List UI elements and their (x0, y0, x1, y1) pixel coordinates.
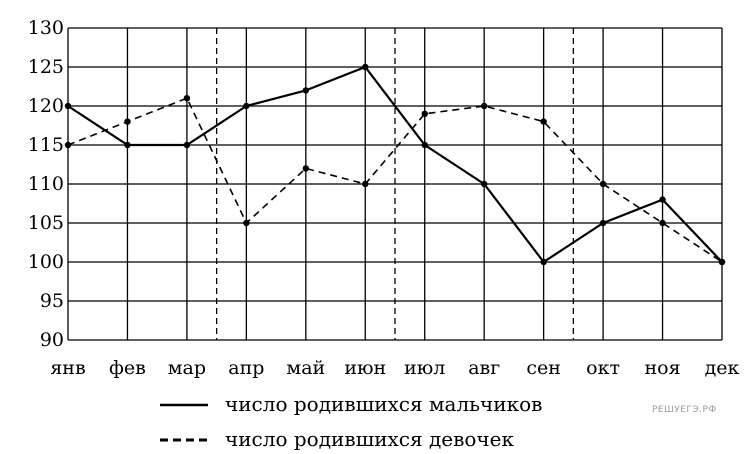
data-point-s1-9 (599, 180, 607, 188)
legend-entry-girls: число родившихся девочек (160, 427, 514, 451)
y-tick-labels: 90 95 100 105 110 115 120 125 130 (28, 17, 64, 351)
data-point-s1-0 (64, 141, 72, 149)
data-point-s0-10 (659, 196, 666, 203)
x-tick-label-11: дек (705, 357, 740, 379)
legend-label-boys: число родившихся мальчиков (225, 392, 542, 416)
y-tick-label-115: 115 (28, 134, 64, 156)
data-point-s0-3 (243, 102, 250, 110)
data-point-s1-5 (362, 180, 369, 188)
data-point-s0-9 (599, 219, 607, 227)
y-tick-label-105: 105 (28, 212, 64, 234)
legend: число родившихся мальчиков число родивши… (160, 392, 542, 451)
data-point-s0-6 (421, 141, 428, 149)
data-point-s1-2 (183, 95, 191, 102)
y-tick-label-95: 95 (40, 290, 64, 312)
data-point-s1-7 (480, 102, 488, 110)
y-tick-label-100: 100 (28, 251, 64, 273)
x-tick-label-7: авг (468, 357, 500, 379)
data-point-s1-4 (302, 165, 310, 172)
data-point-s1-8 (540, 118, 547, 125)
series-line-0 (67, 65, 723, 264)
x-tick-label-9: окт (586, 357, 620, 379)
y-tick-label-120: 120 (28, 95, 64, 117)
data-point-s1-1 (124, 118, 131, 125)
x-tick-label-5: июн (344, 357, 386, 379)
data-point-s1-6 (421, 110, 428, 118)
chart-series (64, 63, 726, 266)
x-tick-labels: янв фев мар апр май июн июл авг сен окт ноя дек (50, 357, 739, 379)
x-tick-label-6: июл (404, 357, 445, 379)
data-point-s1-3 (243, 219, 250, 227)
data-point-s0-2 (183, 141, 191, 149)
x-tick-label-2: мар (168, 357, 206, 379)
data-point-s0-4 (302, 87, 310, 94)
y-tick-label-130: 130 (28, 17, 64, 39)
data-point-s1-10 (659, 219, 666, 227)
y-tick-label-125: 125 (28, 56, 64, 78)
x-tick-label-10: ноя (644, 357, 680, 379)
data-point-s0-8 (540, 258, 547, 266)
data-point-s0-0 (64, 102, 72, 110)
x-tick-label-0: янв (50, 357, 85, 379)
data-point-s0-1 (124, 141, 131, 149)
watermark: РЕШУЕГЭ.РФ (652, 405, 717, 415)
legend-label-girls: число родившихся девочек (225, 427, 514, 451)
data-point-s0-5 (362, 63, 369, 71)
x-tick-label-1: фев (109, 357, 146, 379)
y-tick-label-110: 110 (28, 173, 64, 195)
data-point-s0-7 (480, 180, 488, 188)
y-tick-label-90: 90 (40, 329, 64, 351)
x-tick-label-4: май (286, 357, 325, 379)
quarter-dividers (215, 28, 575, 340)
x-tick-label-3: апр (228, 357, 264, 379)
x-tick-label-8: сен (526, 357, 561, 379)
data-point-s1-11 (718, 258, 726, 266)
legend-entry-boys: число родившихся мальчиков (160, 392, 542, 416)
